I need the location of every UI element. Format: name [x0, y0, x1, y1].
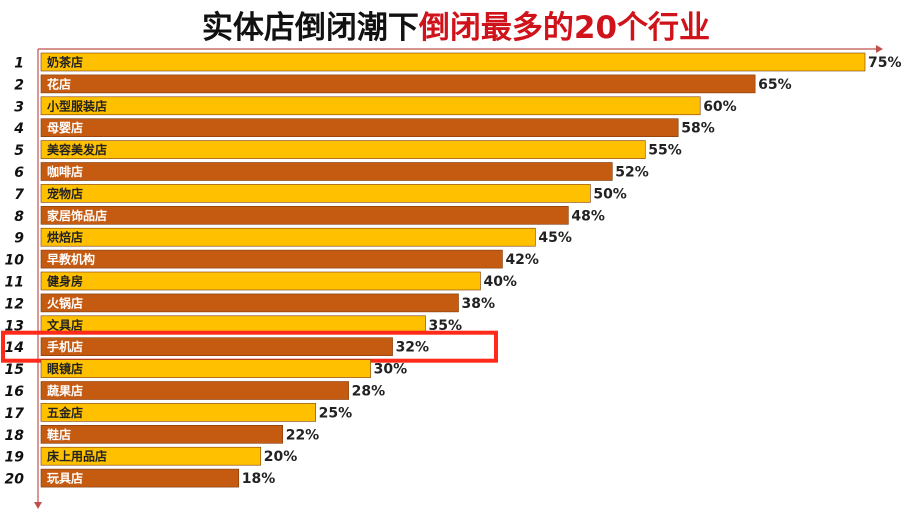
category-label: 烘焙店 [47, 230, 83, 245]
rank-label: 11 [5, 275, 24, 291]
chart-title-highlight: 倒闭最多的20个行业 [418, 10, 711, 46]
rank-label: 12 [5, 296, 24, 312]
rank-label: 13 [5, 318, 24, 334]
bar-20 [40, 468, 240, 488]
category-label: 五金店 [47, 405, 83, 420]
category-label: 家居饰品店 [47, 208, 107, 223]
bar-2 [40, 74, 756, 94]
bar-16 [40, 381, 349, 400]
rank-label: 6 [14, 165, 24, 181]
category-label: 火锅店 [47, 295, 83, 310]
category-label: 手机店 [47, 339, 83, 354]
rank-label: 2 [14, 77, 24, 93]
category-label: 文具店 [47, 317, 83, 332]
value-label: 40% [483, 274, 517, 290]
bar-15 [40, 359, 371, 378]
category-label: 奶茶店 [47, 55, 83, 70]
rank-label: 16 [5, 384, 25, 400]
bar-19 [40, 446, 262, 466]
bar-1 [40, 52, 866, 72]
bar-9 [40, 227, 536, 247]
value-label: 60% [703, 99, 737, 115]
x-axis-arrow [876, 45, 883, 53]
rank-label: 10 [5, 253, 25, 269]
category-label: 宠物店 [47, 186, 83, 201]
category-label: 咖啡店 [47, 164, 83, 179]
category-label: 花店 [47, 76, 71, 91]
value-label: 18% [242, 471, 276, 487]
y-axis-arrow [34, 502, 42, 509]
rank-label: 9 [14, 231, 24, 247]
category-label: 健身房 [47, 274, 83, 289]
rank-label: 5 [14, 143, 24, 159]
value-label: 42% [505, 252, 539, 268]
value-label: 65% [758, 77, 792, 93]
value-label: 48% [571, 208, 605, 224]
category-label: 早教机构 [47, 252, 95, 267]
bar-8 [40, 206, 569, 225]
chart-title: 实体店倒闭潮下倒闭最多的20个行业 [0, 6, 912, 50]
value-label: 32% [396, 340, 430, 356]
category-label: 蔬果店 [47, 383, 83, 398]
bar-5 [40, 140, 646, 159]
category-label: 鞋店 [47, 427, 71, 442]
category-label: 母婴店 [47, 120, 83, 135]
bar-17 [40, 403, 316, 422]
chart-title-main: 实体店倒闭潮下 [201, 10, 419, 46]
bar-3 [40, 96, 701, 116]
category-label: 小型服装店 [47, 98, 107, 113]
rank-label: 19 [5, 450, 25, 466]
bar-12 [40, 293, 459, 313]
bar-4 [40, 118, 679, 137]
value-label: 20% [264, 449, 298, 465]
value-label: 22% [286, 427, 320, 443]
rank-label: 18 [5, 428, 25, 444]
value-label: 28% [352, 384, 386, 400]
value-label: 25% [319, 405, 353, 421]
rank-label: 15 [5, 362, 25, 378]
value-label: 55% [648, 143, 682, 159]
category-label: 美容美发店 [47, 142, 107, 157]
rank-label: 1 [14, 56, 24, 72]
rank-label: 20 [5, 472, 25, 488]
value-label: 45% [538, 230, 572, 246]
rank-label: 14 [5, 340, 24, 356]
category-label: 玩具店 [47, 471, 83, 486]
value-label: 50% [593, 186, 627, 202]
rank-label: 7 [14, 187, 24, 203]
value-label: 75% [868, 55, 902, 71]
bar-14 [40, 337, 393, 357]
rank-label: 8 [14, 209, 24, 225]
rank-label: 17 [5, 406, 25, 422]
value-label: 30% [374, 362, 408, 378]
category-label: 床上用品店 [47, 449, 107, 464]
bar-11 [40, 271, 481, 291]
bar-7 [40, 184, 591, 203]
bar-6 [40, 162, 613, 181]
rank-label: 4 [13, 121, 24, 137]
bar-18 [40, 424, 284, 444]
rank-label: 3 [14, 99, 24, 115]
value-label: 58% [681, 121, 715, 137]
value-label: 52% [615, 165, 649, 181]
bar-10 [40, 249, 503, 269]
category-label: 眼镜店 [47, 361, 83, 376]
value-label: 38% [461, 296, 495, 312]
value-label: 35% [429, 318, 463, 334]
